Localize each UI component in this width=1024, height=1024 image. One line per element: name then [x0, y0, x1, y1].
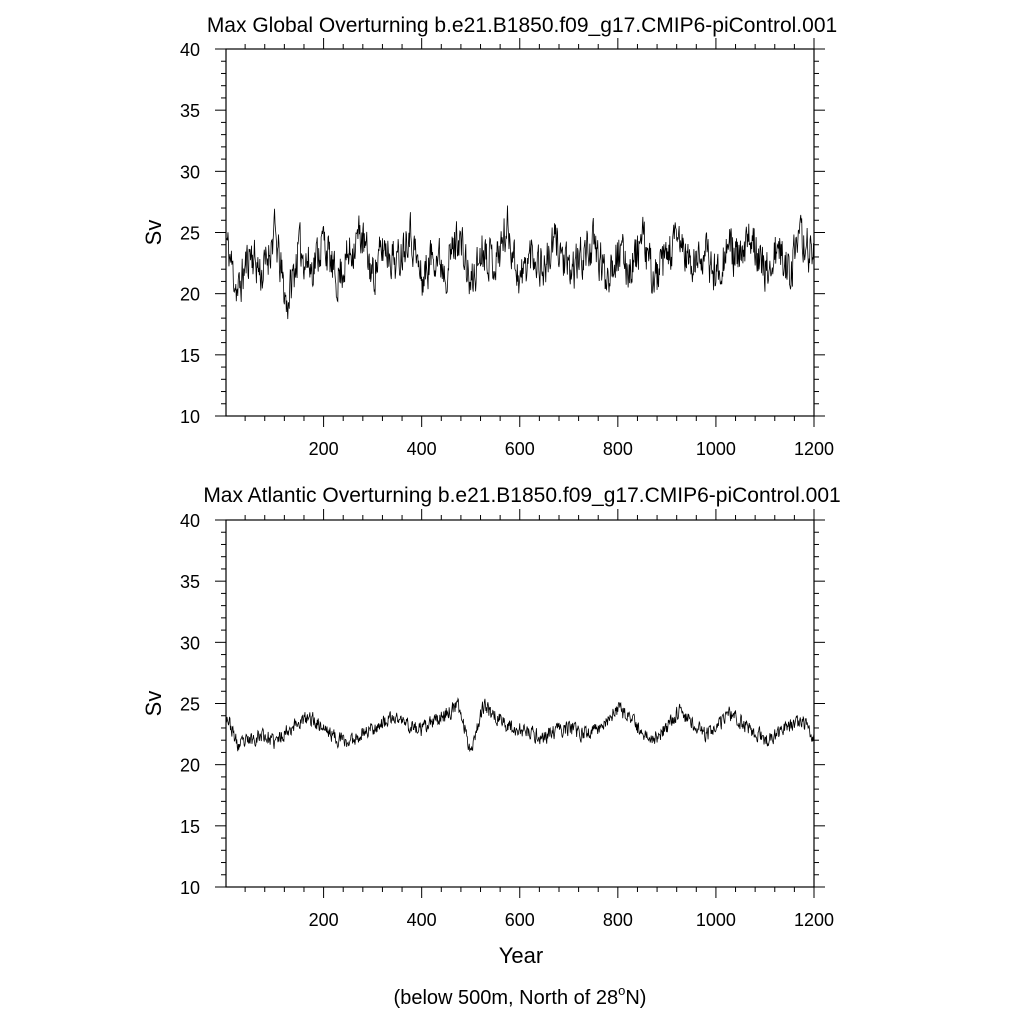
x-tick-label: 400 [407, 439, 437, 459]
x-tick-label: 800 [603, 439, 633, 459]
plot-frame [225, 519, 815, 888]
y-tick-label: 25 [180, 695, 200, 715]
y-tick-label: 35 [180, 101, 200, 121]
x-tick-label: 200 [309, 439, 339, 459]
x-tick-label: 1000 [696, 910, 736, 930]
x-tick-label: 800 [603, 910, 633, 930]
y-tick-label: 30 [180, 162, 200, 182]
y-tick-label: 10 [180, 878, 200, 898]
series-line [225, 697, 815, 752]
x-tick-label: 400 [407, 910, 437, 930]
y-tick-label: 20 [180, 756, 200, 776]
series-line [225, 205, 815, 320]
panel-atlantic-overturning: Max Atlantic Overturning b.e21.B1850.f09… [141, 484, 841, 968]
y-tick-label: 15 [180, 346, 200, 366]
y-tick-label: 20 [180, 285, 200, 305]
y-axis-label: Sv [141, 691, 166, 717]
plot-frame [225, 48, 815, 417]
y-tick-label: 30 [180, 633, 200, 653]
footer-note: (below 500m, North of 28oN) [394, 983, 647, 1009]
y-tick-label: 35 [180, 572, 200, 592]
panel-global-overturning: Max Global Overturning b.e21.B1850.f09_g… [141, 14, 837, 459]
chart-title: Max Global Overturning b.e21.B1850.f09_g… [207, 14, 837, 37]
y-axis-label: Sv [141, 220, 166, 246]
y-tick-label: 40 [180, 511, 200, 531]
x-tick-label: 1000 [696, 439, 736, 459]
x-tick-label: 600 [505, 910, 535, 930]
x-tick-label: 1200 [794, 910, 834, 930]
x-tick-label: 600 [505, 439, 535, 459]
y-tick-label: 25 [180, 224, 200, 244]
x-tick-label: 1200 [794, 439, 834, 459]
y-tick-label: 10 [180, 407, 200, 427]
chart-title: Max Atlantic Overturning b.e21.B1850.f09… [203, 484, 840, 507]
y-tick-label: 40 [180, 40, 200, 60]
x-tick-label: 200 [309, 910, 339, 930]
x-axis-label: Year [499, 943, 543, 968]
y-tick-label: 15 [180, 817, 200, 837]
